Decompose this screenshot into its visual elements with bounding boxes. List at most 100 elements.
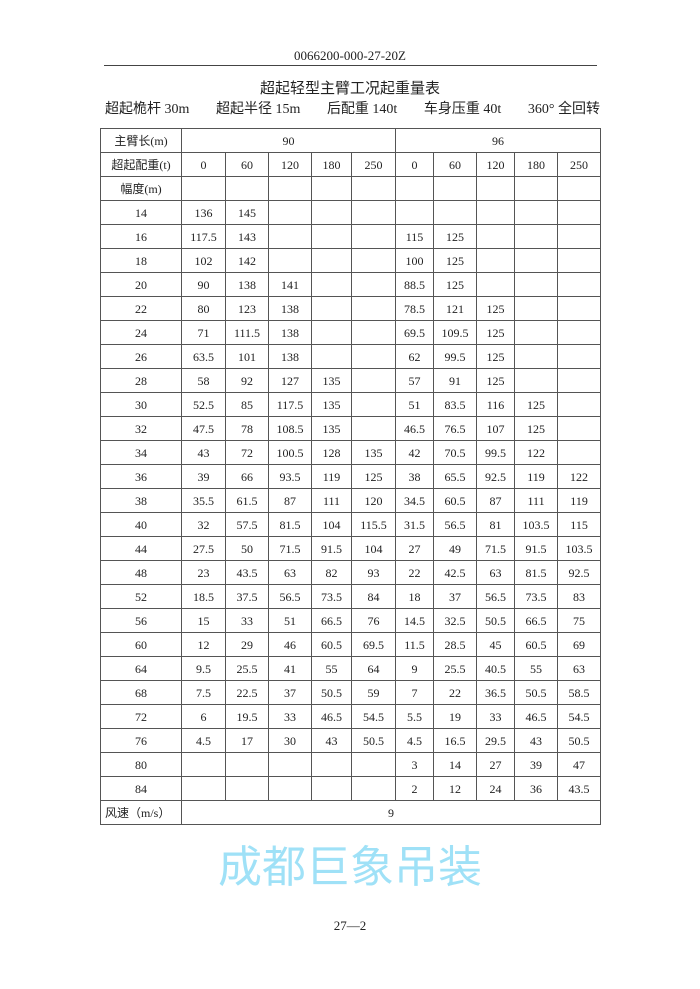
param-radius: 超起半径 15m [215, 102, 301, 117]
capacity-cell: 104 [350, 536, 397, 561]
capacity-cell: 119 [557, 488, 602, 513]
capacity-cell: 41 [268, 656, 312, 681]
capacity-cell: 4.5 [181, 728, 226, 753]
table-row: 34 43 72 100.5 128 135 42 70.5 99.5 122 [100, 440, 602, 465]
radius-cell: 36 [100, 464, 182, 489]
capacity-cell: 19.5 [225, 704, 269, 729]
capacity-cell: 125 [350, 464, 397, 489]
capacity-cell: 125 [476, 344, 516, 369]
capacity-cell [225, 752, 269, 777]
load-chart-table: 主臂长(m) 90 96 超起配重(t) 0 60 120 180 250 0 60 120 1… [100, 128, 602, 825]
capacity-cell: 99.5 [433, 344, 478, 369]
radius-cell: 28 [100, 368, 182, 393]
boom-length-96: 96 [395, 128, 602, 153]
table-row: 14 136 145 [100, 200, 602, 225]
radius-cell: 52 [100, 584, 182, 609]
capacity-cell: 22.5 [225, 680, 269, 705]
capacity-cell [557, 200, 602, 225]
empty-cell [181, 176, 226, 201]
capacity-cell: 2 [395, 776, 435, 801]
capacity-cell: 141 [268, 272, 312, 297]
capacity-cell: 14 [433, 752, 478, 777]
capacity-cell [557, 392, 602, 417]
capacity-cell [181, 752, 226, 777]
table-row: 18 102 142 100 125 [100, 248, 602, 273]
capacity-cell: 24 [476, 776, 516, 801]
radius-label: 幅度(m) [100, 176, 182, 201]
capacity-cell: 88.5 [395, 272, 435, 297]
capacity-cell [395, 200, 435, 225]
capacity-cell: 83.5 [433, 392, 478, 417]
table-row: 26 63.5 101 138 62 99.5 125 [100, 344, 602, 369]
capacity-cell: 39 [181, 464, 226, 489]
boom-length-90: 90 [180, 128, 397, 153]
counterweight-cell: 60 [433, 152, 478, 177]
capacity-cell: 34.5 [395, 488, 435, 513]
capacity-cell: 138 [225, 272, 269, 297]
capacity-cell: 33 [476, 704, 516, 729]
radius-cell: 24 [100, 320, 182, 345]
capacity-cell: 92.5 [476, 464, 516, 489]
capacity-cell: 37 [268, 680, 312, 705]
capacity-cell: 81 [476, 512, 516, 537]
table-row: 22 80 123 138 78.5 121 125 [100, 296, 602, 321]
counterweight-cell: 0 [181, 152, 226, 177]
radius-cell: 72 [100, 704, 182, 729]
table-row: 32 47.5 78 108.5 135 46.5 76.5 107 125 [100, 416, 602, 441]
empty-cell [557, 176, 602, 201]
capacity-cell: 51 [268, 608, 312, 633]
capacity-cell [514, 200, 559, 225]
radius-cell: 38 [100, 488, 182, 513]
capacity-cell [268, 200, 312, 225]
capacity-cell: 72 [225, 440, 269, 465]
radius-cell: 14 [100, 200, 182, 225]
radius-cell: 80 [100, 752, 182, 777]
capacity-cell: 115 [395, 224, 435, 249]
table-row: 64 9.5 25.5 41 55 64 9 25.5 40.5 55 63 [100, 656, 602, 681]
capacity-cell: 84 [350, 584, 397, 609]
capacity-cell: 36.5 [476, 680, 516, 705]
capacity-cell: 80 [181, 296, 226, 321]
capacity-cell: 122 [514, 440, 559, 465]
capacity-cell [311, 776, 352, 801]
counterweight-cell: 60 [225, 152, 269, 177]
capacity-cell: 92 [225, 368, 269, 393]
capacity-cell [350, 296, 397, 321]
capacity-cell: 143 [225, 224, 269, 249]
table-title: 超起轻型主臂工况起重量表 [259, 81, 440, 97]
capacity-cell: 115 [557, 512, 602, 537]
capacity-cell: 108.5 [268, 416, 312, 441]
capacity-cell: 117.5 [181, 224, 226, 249]
capacity-cell: 60.5 [433, 488, 478, 513]
capacity-cell: 63 [268, 560, 312, 585]
capacity-cell: 43.5 [557, 776, 602, 801]
capacity-cell: 71.5 [268, 536, 312, 561]
capacity-cell: 50.5 [476, 608, 516, 633]
capacity-cell: 91.5 [311, 536, 352, 561]
capacity-cell: 102 [181, 248, 226, 273]
counterweight-cell: 180 [514, 152, 559, 177]
capacity-cell: 135 [311, 416, 352, 441]
capacity-cell: 58.5 [557, 680, 602, 705]
capacity-cell: 18.5 [181, 584, 226, 609]
capacity-cell [557, 344, 602, 369]
radius-header-row: 幅度(m) [100, 176, 602, 201]
capacity-cell: 57.5 [225, 512, 269, 537]
capacity-cell: 23 [181, 560, 226, 585]
capacity-cell: 101 [225, 344, 269, 369]
capacity-cell: 43 [311, 728, 352, 753]
capacity-cell: 125 [514, 392, 559, 417]
capacity-cell: 119 [311, 464, 352, 489]
empty-cell [476, 176, 516, 201]
capacity-cell: 56.5 [433, 512, 478, 537]
capacity-cell: 51 [395, 392, 435, 417]
capacity-cell [557, 416, 602, 441]
capacity-cell: 49 [433, 536, 478, 561]
capacity-cell: 50.5 [311, 680, 352, 705]
table-row: 24 71 111.5 138 69.5 109.5 125 [100, 320, 602, 345]
capacity-cell: 5.5 [395, 704, 435, 729]
capacity-cell: 99.5 [476, 440, 516, 465]
capacity-cell: 12 [433, 776, 478, 801]
wind-speed-row: 风速（m/s） 9 [100, 800, 602, 825]
capacity-cell: 50.5 [514, 680, 559, 705]
